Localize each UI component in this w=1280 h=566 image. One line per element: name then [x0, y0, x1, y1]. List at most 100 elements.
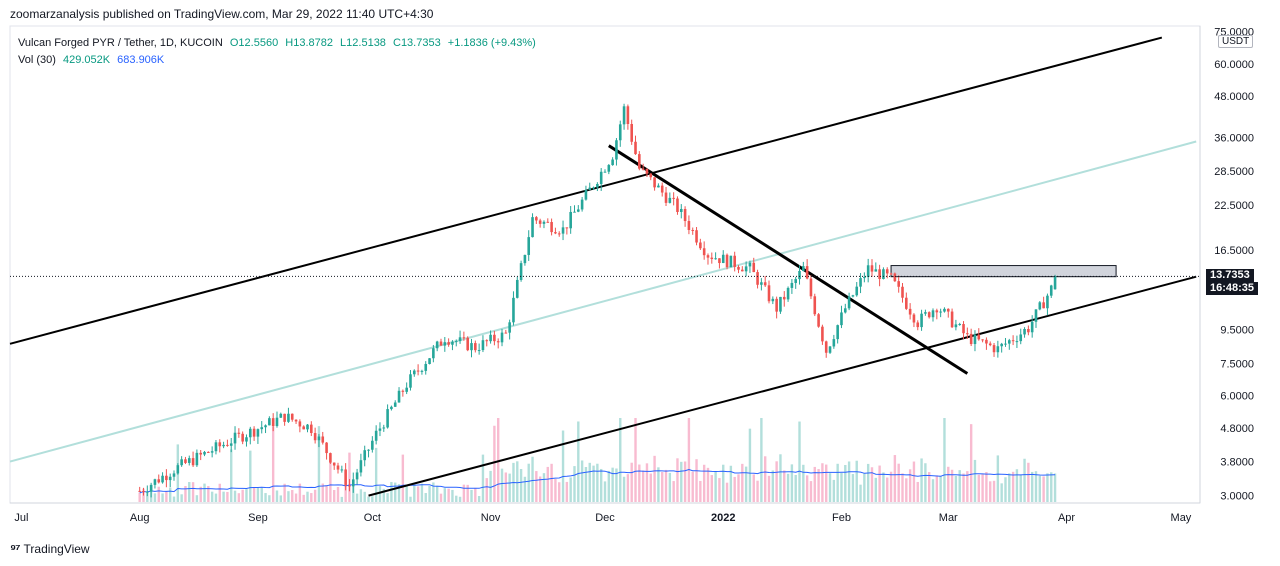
candle-body [573, 212, 576, 213]
volume-bar [688, 418, 690, 502]
candle-body [424, 364, 427, 371]
candle-body [314, 433, 317, 440]
volume-bar [661, 472, 663, 502]
volume-bar [779, 454, 781, 502]
volume-bar [657, 467, 659, 502]
candle-body [794, 279, 797, 283]
candle-body [226, 445, 229, 446]
volume-bar [764, 456, 766, 502]
candle-body [348, 485, 351, 486]
candle-body [367, 450, 370, 451]
volume-bar [714, 471, 716, 502]
volume-bar [955, 476, 957, 502]
volume-bar [203, 484, 205, 502]
volume-bar [386, 493, 388, 502]
candle-body [859, 278, 862, 287]
volume-bar [829, 473, 831, 502]
candle-body [375, 431, 378, 441]
candle-body [985, 340, 988, 344]
candle-body [1004, 344, 1007, 345]
time-tick-label: Nov [481, 512, 501, 524]
candle-body [646, 169, 649, 174]
candle-body [657, 186, 660, 188]
volume-bar [817, 469, 819, 502]
candle-body [253, 429, 256, 437]
volume-bar [493, 426, 495, 502]
candle-body [428, 358, 431, 364]
volume-bar [619, 418, 621, 502]
volume-bar [901, 473, 903, 502]
volume-bar [379, 486, 381, 502]
volume-bar [726, 483, 728, 502]
candle-body [817, 314, 820, 326]
volume-bar [310, 493, 312, 502]
candle-body [341, 469, 344, 470]
candle-body [432, 348, 435, 358]
volume-bar [276, 490, 278, 502]
candle-body [272, 418, 275, 426]
candle-body [905, 298, 908, 309]
candle-body [1008, 340, 1011, 343]
volume-bar [722, 465, 724, 502]
candle-body [604, 172, 607, 173]
candle-body [146, 492, 149, 493]
symbol-title: Vulcan Forged PYR / Tether, 1D, KUCOIN [18, 37, 223, 49]
volume-bar [966, 471, 968, 502]
candle-body [508, 322, 511, 332]
volume-bar [253, 487, 255, 502]
volume-bar [672, 481, 674, 502]
volume-bar [707, 468, 709, 502]
volume-bar [844, 465, 846, 502]
open-value: O12.5560 [230, 37, 278, 49]
candle-body [505, 333, 508, 334]
candle-body [280, 414, 283, 418]
candle-body [710, 258, 713, 259]
volume-bar [508, 474, 510, 502]
candle-body [936, 310, 939, 312]
candle-body [260, 427, 263, 429]
time-tick-label: Jul [14, 512, 28, 524]
volume-bar [718, 478, 720, 502]
volume-bar [371, 496, 373, 502]
change-value: +1.1836 (+9.43%) [448, 37, 536, 49]
candle-body [493, 335, 496, 341]
volume-bar [402, 455, 404, 502]
candle-body [192, 458, 195, 465]
volume-bar [234, 491, 236, 502]
volume-bar [741, 464, 743, 502]
volume-bar [600, 469, 602, 502]
volume-bar [1000, 483, 1002, 502]
volume-bar [356, 494, 358, 502]
volume-value: 429.052K [63, 54, 110, 66]
candle-body [1050, 285, 1053, 295]
candle-body [596, 184, 599, 187]
price-tick-label: 9.5000 [1220, 324, 1254, 336]
currency-selector[interactable]: USDT [1218, 35, 1253, 48]
candle-body [661, 186, 664, 193]
candle-body [352, 479, 355, 486]
time-tick-label: Sep [248, 512, 268, 524]
volume-ma-value: 683.906K [117, 54, 164, 66]
volume-bar [894, 455, 896, 502]
candle-body [142, 491, 145, 492]
volume-bar [447, 489, 449, 502]
volume-bar [806, 475, 808, 502]
candle-body [234, 433, 237, 444]
volume-bar [535, 471, 537, 502]
candle-body [974, 335, 977, 344]
volume-bar [272, 426, 274, 502]
candle-body [844, 308, 847, 312]
volume-bar [840, 473, 842, 502]
volume-bar [791, 464, 793, 502]
low-value: L12.5138 [340, 37, 386, 49]
tradingview-logo-icon: ⁹⁷ [10, 541, 20, 556]
volume-bar [760, 418, 762, 502]
candle-body [699, 243, 702, 249]
price-tick-label: 60.0000 [1214, 59, 1254, 71]
candle-body [608, 165, 611, 172]
candle-body [188, 458, 191, 463]
volume-bar [890, 472, 892, 502]
volume-bar [501, 469, 503, 502]
volume-bar [993, 481, 995, 502]
